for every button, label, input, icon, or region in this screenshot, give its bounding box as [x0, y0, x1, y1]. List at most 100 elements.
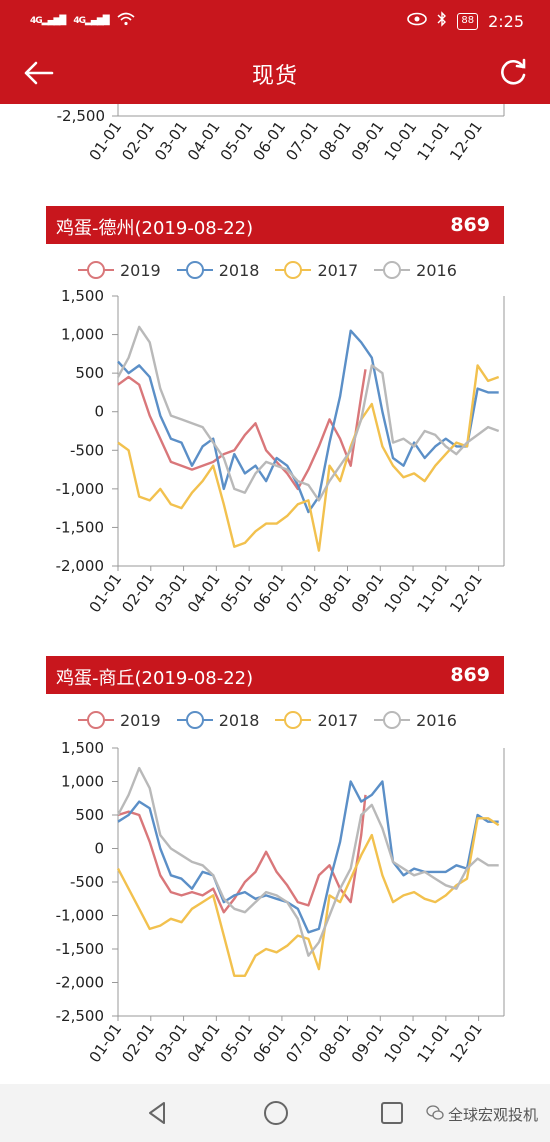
series-line-2019 [117, 369, 367, 491]
nav-recent-icon[interactable] [380, 1101, 404, 1129]
y-tick-label: -1,500 [56, 518, 104, 536]
x-tick-label: 09-01 [348, 570, 388, 616]
x-tick-label: 12-01 [446, 118, 486, 164]
x-tick-label: 10-01 [381, 1020, 421, 1066]
x-tick-label: 01-01 [86, 570, 126, 616]
app-header: 现货 [0, 42, 550, 104]
legend-item-2018[interactable]: 2018 [176, 710, 260, 730]
partial-chart: -2,500 01-0102-0103-0104-0105-0106-0107-… [57, 104, 505, 164]
eye-icon [407, 12, 428, 30]
x-tick-label: 09-01 [348, 1020, 388, 1066]
legend-item-2017[interactable]: 2017 [275, 260, 358, 280]
legend-item-2018[interactable]: 2018 [176, 260, 260, 280]
y-tick-label: 1,500 [61, 287, 104, 305]
x-tick-label: 07-01 [282, 1020, 322, 1066]
x-tick-label: 08-01 [315, 570, 355, 616]
bluetooth-icon [437, 11, 447, 31]
y-tick-label: 1,000 [61, 773, 104, 791]
legend-item-2016[interactable]: 2016 [374, 260, 457, 280]
card-header-shangqiu[interactable]: 鸡蛋-商丘(2019-08-22) 869 [46, 656, 504, 694]
x-tick-label: 05-01 [217, 1020, 257, 1066]
legend-item-2019[interactable]: 2019 [78, 260, 161, 280]
y-tick-label: -1,000 [56, 480, 104, 498]
x-tick-label: 10-01 [381, 570, 421, 616]
x-tick-label: 02-01 [118, 118, 158, 164]
series-line-2017 [116, 817, 500, 978]
legend-marker-icon [78, 261, 114, 279]
x-tick-label: 11-01 [413, 570, 453, 616]
x-tick-label: 06-01 [249, 118, 289, 164]
card-header-dezhou[interactable]: 鸡蛋-德州(2019-08-22) 869 [46, 206, 504, 244]
y-tick-label: 500 [75, 806, 104, 824]
refresh-icon[interactable] [496, 55, 530, 89]
status-bar: 4G▂▄▆█ 4G▂▄▆█ 88 2:25 [0, 0, 550, 42]
x-tick-label: 05-01 [217, 570, 257, 616]
legend-marker-icon [78, 711, 114, 729]
x-tick-label: 03-01 [151, 118, 191, 164]
status-time: 2:25 [488, 11, 524, 31]
signal-icon: 4G▂▄▆█ [30, 16, 66, 26]
y-tick-label: -500 [70, 873, 104, 891]
x-tick-label: 09-01 [348, 118, 388, 164]
y-tick-label: 500 [75, 364, 104, 382]
card-value: 869 [450, 214, 490, 236]
y-tick-label: -2,000 [56, 974, 104, 992]
chart-dezhou: 1,500 1,000 500 0 -500 -1,000 -1,500 -2,00001-0… [56, 287, 505, 616]
x-tick-label: 10-01 [381, 118, 421, 164]
legend-marker-icon [374, 711, 411, 729]
legend-item-2017[interactable]: 2017 [275, 710, 358, 730]
back-arrow-icon[interactable] [18, 57, 58, 89]
legend-item-2019[interactable]: 2019 [78, 710, 161, 730]
y-tick-label: 0 [94, 840, 104, 858]
y-tick-label: -500 [70, 441, 104, 459]
legend-label: 2018 [218, 260, 260, 280]
battery-icon: 88 [457, 12, 479, 30]
legend-marker-icon [176, 711, 213, 729]
legend-label: 2018 [218, 710, 260, 730]
card-value: 869 [450, 664, 490, 686]
chart-shangqiu: 1,500 1,000 500 0 -500 -1,000 -1,500 -2,000 -2,5… [56, 739, 505, 1066]
x-tick-label: 12-01 [446, 570, 486, 616]
x-tick-label: 02-01 [118, 570, 158, 616]
chart-legend: 2019 2018 2017 2016 [78, 258, 498, 282]
x-tick-label: 03-01 [151, 1020, 191, 1066]
nav-home-icon[interactable] [262, 1099, 290, 1131]
y-tick-label: -2,500 [57, 107, 105, 125]
series-line-2018 [117, 329, 499, 514]
series-line-2016 [116, 766, 499, 957]
x-tick-label: 02-01 [118, 1020, 158, 1066]
legend-item-2016[interactable]: 2016 [374, 710, 457, 730]
legend-marker-icon [374, 261, 411, 279]
chart-legend: 2019 2018 2017 2016 [78, 708, 498, 732]
y-tick-label: 1,000 [61, 326, 104, 344]
legend-label: 2016 [416, 260, 457, 280]
y-tick-label: -1,000 [56, 907, 104, 925]
series-line-2018 [117, 780, 499, 934]
x-tick-label: 08-01 [315, 118, 355, 164]
legend-marker-icon [176, 261, 213, 279]
legend-label: 2017 [317, 710, 359, 730]
wechat-icon [426, 1104, 444, 1125]
x-tick-label: 12-01 [446, 1020, 486, 1066]
series-line-2016 [116, 325, 500, 502]
content-area[interactable]: -2,500 01-01 02-01 03-01 04-01 05-01 06-01 07-… [0, 104, 550, 1084]
y-tick-label: -1,500 [56, 940, 104, 958]
x-tick-label: 06-01 [249, 570, 289, 616]
signal-icon: 4G▂▄▆█ [73, 16, 109, 26]
x-tick-label: 04-01 [184, 1020, 224, 1066]
x-tick-label: 01-01 [86, 1020, 126, 1066]
x-tick-label: 05-01 [217, 118, 257, 164]
x-tick-label: 03-01 [151, 570, 191, 616]
x-tick-label: 11-01 [413, 118, 453, 164]
x-tick-label: 04-01 [184, 570, 224, 616]
x-tick-label: 07-01 [282, 118, 322, 164]
legend-label: 2017 [317, 260, 359, 280]
watermark: 全球宏观投机 [426, 1104, 538, 1125]
legend-label: 2019 [120, 710, 161, 730]
legend-marker-icon [275, 261, 312, 279]
nav-back-icon[interactable] [145, 1100, 171, 1130]
card-title: 鸡蛋-德州(2019-08-22) [56, 218, 254, 239]
page-title: 现货 [251, 64, 298, 89]
x-tick-label: 08-01 [315, 1020, 355, 1066]
y-tick-label: -2,500 [56, 1007, 104, 1025]
